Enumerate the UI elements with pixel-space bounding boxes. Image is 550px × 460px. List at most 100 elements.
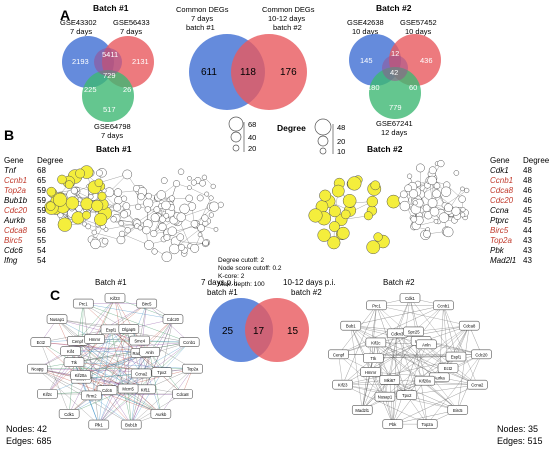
net-b1-node bbox=[161, 200, 171, 211]
net-b2-node bbox=[464, 187, 470, 194]
net-c2-node-label: Hmmr bbox=[365, 370, 377, 375]
net-c1-node-label: Tpx2 bbox=[157, 370, 167, 375]
net-c2-node: Tpx2 bbox=[396, 390, 418, 401]
net-c2-node: Ttk bbox=[363, 353, 384, 363]
net-c1-node: Kif4 bbox=[60, 346, 81, 357]
net-c1-node-label: Mcm5 bbox=[122, 387, 134, 392]
table2-gene: Cdk1 bbox=[490, 166, 509, 175]
table1-row: Birc5 55 bbox=[4, 236, 59, 246]
gene-table-batch2: Gene Degree Cdk1 48 Ccnb1 48 Cdca8 46 Cdc20 46 C… bbox=[490, 156, 549, 266]
venn-batch2-title: Batch #2 bbox=[376, 3, 412, 13]
table1-degree: 58 bbox=[37, 216, 46, 225]
net-c2-edge bbox=[392, 340, 422, 425]
net-c2-node: Kif23 bbox=[332, 379, 353, 390]
net-c1-edge bbox=[110, 329, 183, 395]
net-c2-edge bbox=[397, 333, 428, 425]
table1-gene: Aurkb bbox=[4, 216, 25, 225]
net-c2-node-label: Kif20a bbox=[419, 379, 432, 384]
table2-degree: 46 bbox=[523, 186, 532, 195]
net-b2-node bbox=[433, 218, 439, 224]
net-c1-node: Prc1 bbox=[72, 298, 94, 309]
net-c1-node-box bbox=[58, 408, 80, 419]
net-c1-node: Kif20a bbox=[70, 370, 91, 380]
venn1-only1: 2193 bbox=[72, 57, 89, 66]
net-c1-node-label: Birc5 bbox=[142, 302, 152, 307]
table2-degree: 43 bbox=[523, 256, 532, 265]
net-c1-node-box bbox=[63, 357, 85, 368]
net-c1-edge bbox=[114, 297, 142, 374]
net-c2-node-box bbox=[445, 351, 467, 362]
net-b1-edge bbox=[105, 223, 138, 230]
net-c1-node: Top2a bbox=[182, 363, 203, 374]
net-c1-node-box bbox=[104, 293, 126, 303]
net-c2-edge bbox=[389, 333, 398, 380]
net-b2-node bbox=[319, 189, 332, 202]
net-c2-edge bbox=[392, 409, 458, 425]
venn2-only1: 145 bbox=[360, 56, 373, 65]
net-c2-node: Hmmr bbox=[360, 367, 381, 377]
net-b1-node bbox=[113, 203, 122, 212]
net-b2-node bbox=[386, 194, 401, 209]
table2-gene: Mad2l1 bbox=[490, 256, 517, 265]
net-c1-edge bbox=[139, 303, 147, 341]
net-c1-node-box bbox=[130, 368, 152, 379]
net-b2-node bbox=[366, 240, 381, 255]
table2-degree: 48 bbox=[523, 176, 532, 185]
net-c1-node: Espl1 bbox=[100, 324, 122, 335]
net-b1-node bbox=[82, 210, 91, 220]
net-b2-node bbox=[347, 176, 362, 191]
net-b1-node bbox=[176, 233, 185, 241]
net-c1-node-box bbox=[30, 337, 52, 348]
net-c2-node-label: Cdk1 bbox=[405, 296, 415, 301]
net-b2-node bbox=[373, 232, 383, 242]
param-k-core: K-core: 2 bbox=[218, 273, 245, 280]
table1-row: Top2a 59 bbox=[4, 186, 59, 196]
table2-row: Ccna 45 bbox=[490, 206, 545, 216]
net-c1-node-box bbox=[88, 419, 110, 430]
venn2-set2-id: GSE57452 bbox=[400, 18, 437, 27]
net-c2-edge bbox=[397, 333, 449, 369]
net-c2-node: Espl1 bbox=[445, 351, 467, 362]
net-c2-node: Mki67 bbox=[379, 375, 401, 385]
net-c2-node: Cdk1 bbox=[399, 293, 421, 303]
net-c2-edge bbox=[443, 305, 478, 385]
net-c2-node-box bbox=[365, 337, 387, 348]
venn1-set1-id: GSE43302 bbox=[60, 18, 97, 27]
net-b1-node bbox=[57, 174, 67, 185]
net-b1-node bbox=[142, 226, 151, 235]
net-c2-node: Bub1 bbox=[340, 320, 362, 331]
common-right-title2: 10-12 days bbox=[268, 14, 305, 23]
net-b2-nodes bbox=[308, 159, 470, 255]
net-b1-node bbox=[187, 185, 192, 190]
net-c2-edge bbox=[389, 325, 470, 380]
net-c2-node: Cdc20 bbox=[471, 349, 492, 360]
net-b1-node bbox=[90, 238, 101, 250]
net-b2-node bbox=[427, 175, 437, 186]
net-b2-node bbox=[433, 182, 441, 190]
net-c1-node-label: Hmmr bbox=[89, 337, 101, 342]
net-c2-node-label: Ect2 bbox=[444, 366, 453, 371]
net-b1-node bbox=[163, 234, 171, 241]
net-c2-edge bbox=[375, 342, 440, 378]
venn2-set1-id: GSE42638 bbox=[347, 18, 384, 27]
legend2-value-2: 20 bbox=[337, 137, 345, 146]
net-c1-edge bbox=[98, 372, 162, 425]
net-c1-edge bbox=[81, 352, 141, 379]
venn2-r123: 42 bbox=[390, 68, 398, 77]
common-left-title2: 7 days bbox=[191, 14, 213, 23]
net-c2-edge bbox=[392, 297, 411, 425]
net-b1-node bbox=[150, 229, 158, 238]
net-c1-edge bbox=[77, 297, 116, 341]
table2-gene: Pbk bbox=[490, 246, 504, 255]
net-c2-node-box bbox=[414, 375, 436, 386]
net-b2-node bbox=[444, 203, 453, 213]
net-c1-node-box bbox=[182, 363, 203, 374]
net-c1-node-box bbox=[139, 346, 160, 357]
table1-row: Cdc6 54 bbox=[4, 246, 59, 256]
net-b1-node bbox=[120, 210, 129, 219]
net-b1-node bbox=[190, 179, 197, 186]
net-b2-node bbox=[399, 200, 410, 212]
net-c1-edge bbox=[161, 319, 174, 373]
net-c2-node: Spc25 bbox=[403, 326, 424, 337]
